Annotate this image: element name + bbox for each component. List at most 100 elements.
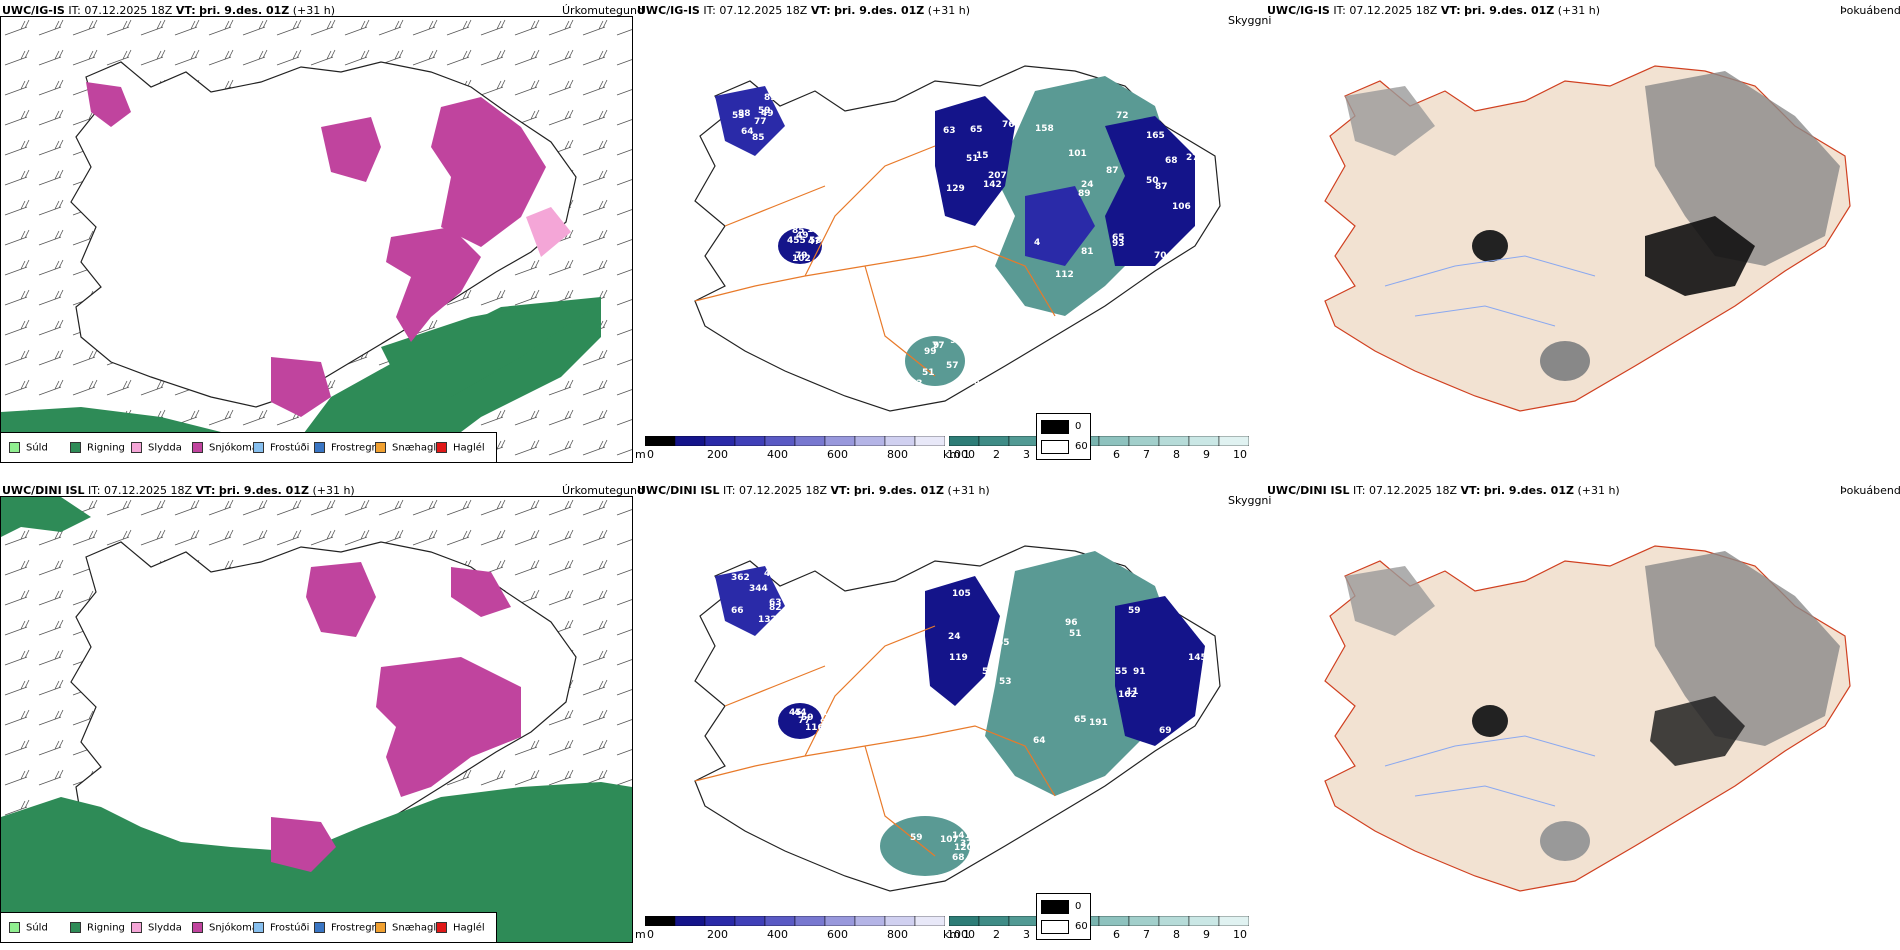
- roads: [694, 625, 1056, 857]
- scale-swatch: [1218, 916, 1249, 926]
- visibility-value: 51: [922, 368, 935, 378]
- vt-value: þri. 9.des. 01Z: [218, 484, 309, 497]
- scale-tick: 400: [767, 448, 788, 461]
- scale-tick: 0: [647, 928, 654, 941]
- m-scale: m 0 200 400 600 800 1000: [635, 916, 975, 950]
- cloud-legend-swatch: [1041, 440, 1069, 454]
- visibility-value: 76: [1002, 120, 1015, 130]
- scale-tick: 3: [1023, 928, 1030, 941]
- km-scale-bar: [949, 436, 1249, 446]
- scale-swatch: [1158, 436, 1190, 446]
- legend-item: Frostúði: [253, 922, 309, 934]
- visibility-value: 118: [1161, 560, 1180, 570]
- visibility-value: 81: [1081, 247, 1094, 257]
- legend-item: Snæhagl: [375, 922, 436, 934]
- visibility-value: 65: [1112, 233, 1125, 243]
- cloud-legend-label: 60: [1075, 441, 1088, 452]
- visibility-value: 89: [1078, 189, 1091, 199]
- legend-swatch: [192, 922, 203, 933]
- visibility-value: 58: [809, 236, 822, 246]
- snow-area-south: [271, 817, 336, 872]
- visibility-value: 105: [807, 225, 826, 235]
- legend-item: Frostúði: [253, 442, 309, 454]
- param-visibility: Skyggni: [1228, 494, 1272, 507]
- scale-swatch: [949, 436, 980, 446]
- snow-area-center: [386, 227, 481, 342]
- scale-swatch: [674, 436, 706, 446]
- vt-label: VT:: [195, 484, 216, 497]
- teal-area-south: [880, 816, 970, 876]
- visibility-value: 37: [960, 839, 973, 849]
- dark-area-n: [925, 576, 1000, 706]
- legend-item: Slydda: [131, 442, 182, 454]
- visibility-value: 165: [1146, 131, 1165, 141]
- scale-swatch: [884, 916, 916, 926]
- km-scale-bar: [949, 916, 1249, 926]
- scale-tick: 600: [827, 928, 848, 941]
- visibility-value: 7: [948, 809, 954, 819]
- snow-area-n: [306, 562, 376, 637]
- fog-grey-south: [1540, 821, 1590, 861]
- scale-swatch: [1218, 436, 1249, 446]
- legend-label: Frostúði: [270, 442, 310, 454]
- visibility-value: 70: [1154, 251, 1167, 261]
- fog-grey-ne: [1645, 71, 1840, 266]
- scale-swatch: [794, 436, 826, 446]
- visibility-value: 106: [1172, 202, 1191, 212]
- visibility-value: 70: [1183, 605, 1196, 615]
- visibility-value: 141: [952, 831, 971, 841]
- visibility-value: 53: [999, 677, 1012, 687]
- visibility-value: 145: [1188, 653, 1207, 663]
- scale-swatch: [764, 436, 796, 446]
- scale-swatch: [734, 436, 766, 446]
- legend-swatch: [9, 922, 20, 933]
- vt-value: þri. 9.des. 01Z: [199, 4, 290, 17]
- visibility-value: 55: [1115, 667, 1128, 677]
- visibility-panel-row1: UWC/IG-IS IT: 07.12.2025 18Z VT: þri. 9.…: [635, 0, 1271, 470]
- km-scale: km 12345678910: [943, 436, 1263, 470]
- visibility-value: 85: [764, 93, 777, 103]
- legend-item: Snjókoma: [192, 922, 258, 934]
- visibility-value: 119: [949, 653, 968, 663]
- legend-item: Haglél: [436, 442, 485, 454]
- visibility-value: 27: [1186, 153, 1199, 163]
- visibility-value: 93: [950, 336, 963, 346]
- visibility-value: 91: [1133, 667, 1146, 677]
- legend-swatch: [314, 922, 325, 933]
- visibility-value: 9: [933, 341, 939, 351]
- scale-tick: 10: [1233, 928, 1247, 941]
- visibility-value: 88: [738, 109, 751, 119]
- visibility-value: 15: [778, 616, 791, 626]
- visibility-value: 68: [952, 853, 965, 863]
- visibility-value: 207: [988, 171, 1007, 181]
- visibility-value: 49: [796, 231, 809, 241]
- visibility-value: 59: [910, 833, 923, 843]
- m-scale-bar: [645, 436, 945, 446]
- snow-area-ne: [451, 567, 511, 617]
- scale-swatch: [734, 916, 766, 926]
- legend-label: Snjókoma: [209, 442, 259, 454]
- legend-swatch: [192, 442, 203, 453]
- cloud-legend-swatch: [1041, 920, 1069, 934]
- scale-tick: 9: [1203, 448, 1210, 461]
- model-name: UWC/IG-IS: [637, 4, 700, 17]
- fog-dark-center: [1645, 216, 1755, 296]
- dark-area-n: [935, 96, 1015, 226]
- legend-item: Súld: [9, 922, 48, 934]
- scale-tick: 8: [1173, 928, 1180, 941]
- scale-tick: 6: [1113, 448, 1120, 461]
- visibility-value: 87: [1155, 182, 1168, 192]
- scale-tick: 10: [1233, 448, 1247, 461]
- scale-swatch: [1098, 916, 1130, 926]
- visibility-value: 455: [787, 236, 806, 246]
- panel-title: UWC/IG-IS IT: 07.12.2025 18Z VT: þri. 9.…: [2, 4, 335, 17]
- param-precip: Úrkomutegund: [562, 484, 644, 497]
- scale-swatch: [914, 916, 945, 926]
- legend-item: Rigning: [70, 922, 125, 934]
- model-name: UWC/DINI ISL: [637, 484, 720, 497]
- scale-swatch: [645, 916, 676, 926]
- visibility-value: 82: [769, 603, 782, 613]
- iceland-outline: [70, 541, 577, 888]
- vt-label: VT:: [175, 4, 196, 17]
- visibility-value: 362: [731, 573, 750, 583]
